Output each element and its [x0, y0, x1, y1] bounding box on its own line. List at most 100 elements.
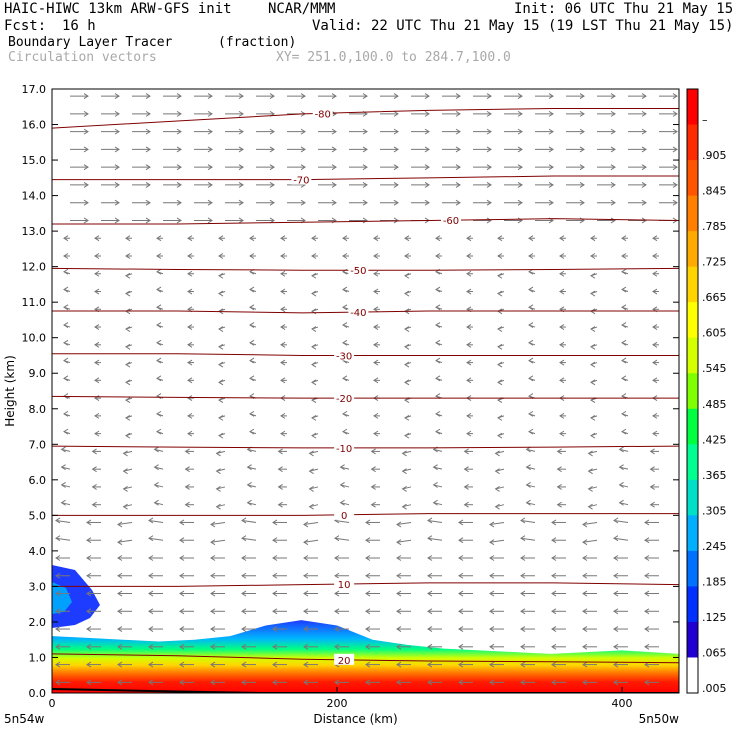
- vector-arrowhead: [590, 432, 596, 439]
- vector-arrowhead: [269, 199, 275, 206]
- vector-arrowhead: [311, 272, 317, 279]
- vector-arrowhead: [280, 235, 286, 242]
- vector-arrowhead: [644, 590, 650, 597]
- vector-arrowhead: [60, 499, 66, 506]
- vector-arrowhead: [404, 361, 410, 368]
- vector-arrowhead: [551, 555, 557, 561]
- vector-arrowhead: [125, 397, 131, 404]
- vector-arrowhead: [153, 499, 159, 506]
- vector-arrowhead: [63, 322, 69, 328]
- vector-arrowhead: [272, 608, 278, 615]
- vector-arrowhead: [94, 324, 100, 330]
- vector-arrowhead: [331, 128, 337, 135]
- vector-arrowhead: [579, 93, 585, 100]
- vector-arrowhead: [86, 537, 92, 544]
- vector-arrowhead: [156, 357, 162, 364]
- vector-arrowhead: [207, 217, 213, 224]
- vector-arrowhead: [184, 466, 190, 473]
- vector-arrowhead: [63, 304, 69, 311]
- vector-arrowhead: [559, 341, 565, 348]
- vector-arrowhead: [91, 466, 97, 473]
- vector-arrowhead: [246, 499, 252, 506]
- vector-arrowhead: [672, 93, 678, 100]
- vector-arrowhead: [210, 608, 216, 615]
- vector-arrowhead: [435, 357, 441, 364]
- vector-arrowhead: [210, 626, 216, 632]
- vector-arrowhead: [486, 164, 492, 171]
- contour-label-bg: [334, 653, 355, 665]
- vector-arrowhead: [455, 146, 461, 153]
- model-title: HAIC-HIWC 13km ARW-GFS init: [4, 1, 232, 17]
- vector-arrowhead: [308, 450, 314, 457]
- vector-arrowhead: [582, 590, 588, 597]
- vector-arrowhead: [55, 679, 61, 686]
- vector-arrowhead: [86, 626, 92, 632]
- vector-arrowhead: [207, 146, 213, 153]
- y-tick-label: 1.0: [29, 651, 47, 664]
- vector-arrowhead: [556, 501, 562, 508]
- vector-arrowhead: [179, 519, 185, 526]
- vector-arrowhead: [207, 93, 213, 100]
- vector-arrowhead: [559, 324, 565, 330]
- vector-arrowhead: [125, 414, 131, 421]
- vector-arrowhead: [458, 572, 464, 579]
- vector-arrowhead: [311, 253, 317, 259]
- vector-arrowhead: [83, 93, 89, 100]
- vector-arrowhead: [424, 182, 430, 188]
- vector-arrowhead: [280, 341, 286, 348]
- vector-arrowhead: [86, 590, 92, 597]
- vector-arrowhead: [342, 253, 348, 259]
- circulation-vector: [613, 537, 629, 541]
- vector-arrowhead: [435, 286, 441, 293]
- vector-arrowhead: [373, 235, 379, 242]
- vector-arrowhead: [486, 110, 492, 117]
- vector-arrowhead: [272, 590, 278, 597]
- vector-arrowhead: [334, 535, 340, 542]
- vector-arrowhead: [559, 377, 565, 384]
- vector-arrowhead: [179, 555, 185, 561]
- vector-arrowhead: [486, 217, 492, 224]
- x-tick-label: 0: [49, 697, 56, 710]
- y-tick-label: 5.0: [29, 509, 47, 522]
- vector-arrowhead: [551, 590, 557, 597]
- vector-arrowhead: [362, 164, 368, 171]
- vector-arrowhead: [497, 253, 503, 259]
- vector-arrowhead: [517, 128, 523, 135]
- vector-arrowhead: [551, 572, 557, 579]
- vector-arrowhead: [649, 466, 655, 473]
- vector-arrowhead: [486, 199, 492, 206]
- vector-arrowhead: [277, 501, 283, 508]
- vector-arrowhead: [621, 339, 627, 346]
- vector-arrowhead: [365, 537, 371, 544]
- vector-arrowhead: [587, 503, 593, 510]
- vector-arrowhead: [427, 643, 433, 650]
- vector-arrowhead: [187, 270, 193, 277]
- temperature-contour: [52, 582, 679, 587]
- y-tick-label: 10.0: [22, 332, 47, 345]
- vector-arrowhead: [365, 679, 371, 686]
- vector-arrowhead: [218, 361, 224, 368]
- vector-arrowhead: [187, 377, 193, 384]
- vector-arrowhead: [117, 555, 123, 561]
- vector-arrowhead: [427, 661, 433, 668]
- vector-arrowhead: [334, 572, 340, 579]
- vector-arrowhead: [373, 306, 379, 313]
- vector-arrowhead: [280, 270, 286, 277]
- vector-arrowhead: [114, 93, 120, 100]
- vector-arrowhead: [649, 501, 655, 508]
- vector-arrowhead: [641, 146, 647, 153]
- vector-arrowhead: [241, 626, 247, 632]
- vector-arrowhead: [342, 322, 348, 328]
- vector-arrowhead: [621, 322, 627, 328]
- vector-arrowhead: [187, 235, 193, 242]
- vector-arrowhead: [184, 448, 190, 455]
- colorbar-segment: [687, 373, 698, 410]
- vector-arrowhead: [331, 199, 337, 206]
- circulation-vector: [396, 539, 412, 543]
- vector-arrowhead: [641, 128, 647, 135]
- vector-arrowhead: [249, 357, 255, 364]
- vector-arrowhead: [365, 626, 371, 632]
- colorbar-segment: [687, 302, 698, 339]
- vector-arrowhead: [396, 608, 402, 615]
- vector-arrowhead: [117, 679, 123, 686]
